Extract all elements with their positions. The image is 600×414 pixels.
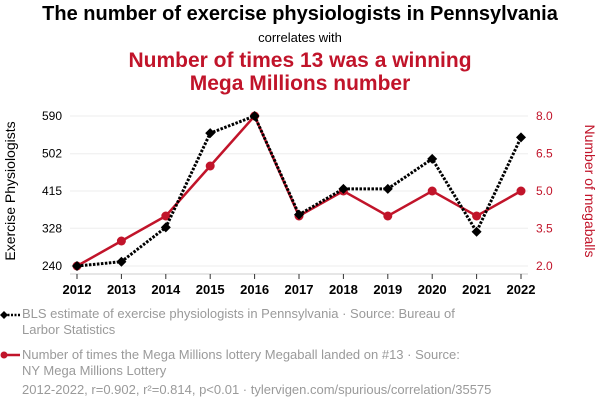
y-tick-right-label: 5.0 <box>536 184 553 198</box>
series1-point <box>205 128 216 139</box>
legend-item-series1-line2: Larbor Statistics <box>22 322 116 337</box>
x-tick-label: 2013 <box>107 282 136 297</box>
x-tick-label: 2014 <box>151 282 181 297</box>
series2-point <box>516 186 526 196</box>
y-tick-right-label: 2.0 <box>536 259 553 273</box>
chart-title: The number of exercise physiologists in … <box>42 3 558 25</box>
legend-item-series2: Number of times the Mega Millions lotter… <box>0 347 522 379</box>
x-axis-ticks: 2012 2013 2014 2015 2016 2017 2018 2019 2020 2021… <box>63 274 536 297</box>
x-tick-label: 2015 <box>196 282 225 297</box>
y-axis-right-ticks: 2.0 3.5 5.0 6.5 8.0 <box>536 109 553 273</box>
chart-title-secondary: Number of times 13 was a winning Mega Mi… <box>0 49 600 95</box>
series1-point <box>427 153 438 164</box>
y-tick-left-label: 328 <box>42 221 62 235</box>
legend-item-series2-line2: NY Mega Millions Lottery <box>22 363 167 378</box>
x-tick-label: 2012 <box>63 282 92 297</box>
series2-point <box>116 236 126 246</box>
series2-point <box>427 186 437 196</box>
y-tick-left-label: 502 <box>42 147 62 161</box>
x-tick-label: 2019 <box>373 282 402 297</box>
series1-point <box>116 256 127 267</box>
chart-subtitle: correlates with <box>258 30 342 45</box>
x-tick-label: 2016 <box>240 282 269 297</box>
series1-point <box>249 111 260 121</box>
x-tick-label: 2020 <box>418 282 447 297</box>
series1-point <box>294 209 304 220</box>
chart-title-secondary-line2: Mega Millions number <box>189 72 411 95</box>
legend-item-series1: BLS estimate of exercise physiologists i… <box>0 306 522 338</box>
series1-point <box>338 183 349 194</box>
y-tick-right-label: 8.0 <box>536 109 553 123</box>
y-tick-left-label: 415 <box>42 184 62 198</box>
x-tick-label: 2018 <box>329 282 358 297</box>
x-tick-label: 2017 <box>285 282 314 297</box>
series1-point <box>160 222 171 233</box>
series2-point <box>383 211 393 221</box>
y-axis-left-label: Exercise Physiologists <box>2 121 18 260</box>
y-axis-left-ticks: 240 328 415 502 590 <box>42 109 62 273</box>
series1-point <box>471 226 482 237</box>
x-tick-label: 2022 <box>507 282 536 297</box>
x-tick-label: 2021 <box>462 282 491 297</box>
solid-circle-legend-icon <box>0 351 20 359</box>
legend-item-series1-line1: BLS estimate of exercise physiologists i… <box>22 306 455 321</box>
legend-item-series2-line1: Number of times the Mega Millions lotter… <box>22 347 460 362</box>
footer-stats: 2012-2022, r=0.902, r²=0.814, p<0.01 · t… <box>22 382 492 397</box>
series1-point <box>72 261 82 271</box>
series2-point <box>161 211 171 221</box>
dotted-diamond-legend-icon <box>0 311 20 319</box>
y-tick-right-label: 3.5 <box>536 222 553 236</box>
chart-title-secondary-line1: Number of times 13 was a winning <box>128 49 472 72</box>
y-axis-right-label: Number of megaballs <box>582 124 598 257</box>
series2-point <box>472 211 482 221</box>
chart-svg: 240 328 415 502 590 2.0 3.5 5.0 6.5 8.0 2012 2013… <box>2 109 598 297</box>
series1-point <box>516 132 526 143</box>
grid-lines <box>70 115 528 267</box>
series1-point <box>382 183 393 194</box>
series2-point <box>205 161 215 171</box>
y-tick-right-label: 6.5 <box>536 147 553 161</box>
y-tick-left-label: 240 <box>42 259 62 273</box>
y-tick-left-label: 590 <box>42 109 62 123</box>
series-group <box>72 111 526 271</box>
